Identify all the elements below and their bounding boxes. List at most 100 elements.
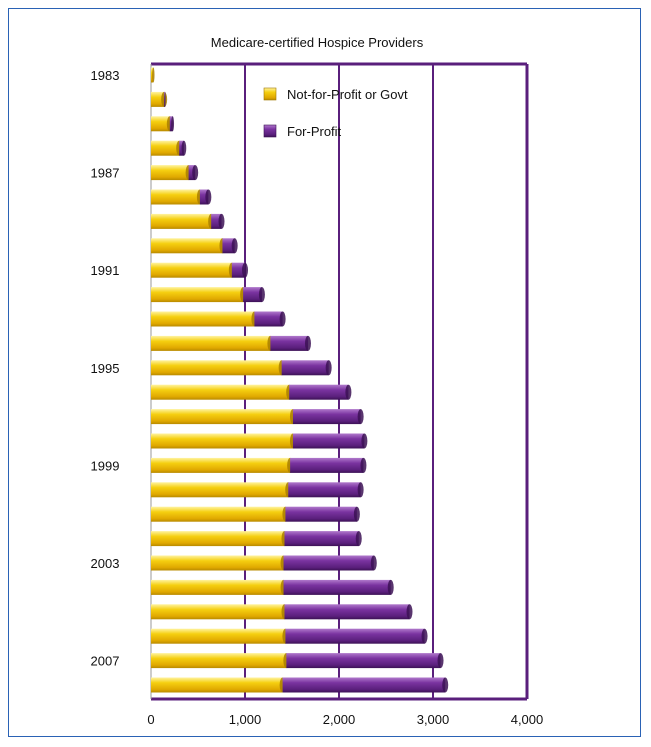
bar-row: [151, 579, 394, 595]
bar-row: [151, 335, 311, 351]
bar-for-profit: [288, 482, 361, 498]
bar-for-profit: [188, 165, 196, 181]
bar-not-for-profit: [151, 360, 282, 376]
x-tick-label: 3,000: [417, 712, 450, 727]
bar-cap-for-profit: [258, 287, 265, 303]
bar-cap-for-profit: [304, 335, 311, 351]
y-tick-label: 1987: [91, 166, 120, 181]
bar-row: [151, 91, 168, 107]
bar-cap-for-profit: [355, 531, 362, 547]
legend-swatch-not-for-profit: [263, 87, 277, 101]
x-tick-label: 0: [147, 712, 154, 727]
bar-cap-for-profit: [370, 555, 377, 571]
bar-cap-for-profit: [218, 213, 225, 229]
bar-for-profit: [292, 409, 361, 425]
bar-not-for-profit: [151, 653, 287, 669]
bar-not-for-profit: [151, 579, 284, 595]
bar-cap-for-profit: [242, 262, 248, 278]
bar-not-for-profit: [151, 67, 154, 83]
bar-row: [151, 262, 248, 278]
bar-not-for-profit: [151, 165, 189, 181]
bar-for-profit: [211, 213, 222, 229]
bar-row: [151, 287, 265, 303]
y-tick-label: 1983: [91, 68, 120, 83]
bar-not-for-profit: [151, 506, 286, 522]
bar-cap-for-profit: [421, 628, 428, 644]
bar-for-profit: [286, 653, 441, 669]
y-axis-labels: 1983 1987 1991 1995 1999 2003 2007: [91, 68, 120, 669]
bar-not-for-profit: [151, 116, 170, 132]
bar-cap-for-profit: [164, 91, 166, 107]
bar-for-profit: [179, 140, 184, 156]
bar-row: [151, 457, 367, 473]
bar-row: [151, 433, 368, 449]
legend-item-not-for-profit: Not-for-Profit or Govt: [263, 87, 408, 102]
y-tick-label: 1999: [91, 458, 120, 473]
bar-for-profit: [285, 506, 357, 522]
bar-for-profit: [290, 457, 364, 473]
bar-row: [151, 482, 364, 498]
bar-cap-for-profit: [345, 384, 352, 400]
bar-row: [151, 238, 238, 254]
legend-label-for-profit: For-Profit: [287, 124, 342, 139]
y-tick-label: 2003: [91, 556, 120, 571]
bar-not-for-profit: [151, 335, 271, 351]
bar-cap-for-profit: [387, 579, 394, 595]
bar-cap-for-profit: [357, 482, 364, 498]
bar-for-profit: [282, 677, 446, 693]
bar-cap-for-profit: [279, 311, 286, 327]
bar-for-profit: [199, 189, 209, 205]
bar-row: [151, 506, 360, 522]
bar-not-for-profit: [151, 457, 291, 473]
bar-cap-for-profit: [437, 653, 444, 669]
bar-series: [151, 67, 449, 693]
bar-cap-for-profit: [442, 677, 449, 693]
bar-for-profit: [164, 91, 166, 107]
bar-cap-for-profit: [357, 409, 364, 425]
bar-for-profit: [285, 628, 425, 644]
bar-for-profit: [281, 360, 329, 376]
bar-row: [151, 677, 449, 693]
bar-row: [151, 165, 199, 181]
legend-label-not-for-profit: Not-for-Profit or Govt: [287, 87, 408, 102]
bar-not-for-profit: [151, 384, 290, 400]
bar-not-for-profit: [151, 677, 283, 693]
x-tick-label: 2,000: [323, 712, 356, 727]
bar-row: [151, 189, 212, 205]
bar-for-profit: [222, 238, 235, 254]
bar-for-profit: [254, 311, 283, 327]
bar-row: [151, 555, 377, 571]
bar-cap-for-profit: [325, 360, 332, 376]
bar-for-profit: [243, 287, 262, 303]
bar-cap-for-profit: [171, 116, 175, 132]
bar-row: [151, 384, 352, 400]
bar-row: [151, 604, 413, 620]
bar-not-for-profit: [151, 213, 212, 229]
bar-row: [151, 213, 225, 229]
legend: Not-for-Profit or Govt For-Profit: [263, 87, 408, 139]
bar-for-profit: [283, 579, 391, 595]
chart-title: Medicare-certified Hospice Providers: [211, 35, 424, 50]
bar-cap-for-profit: [231, 238, 238, 254]
bar-for-profit: [284, 604, 410, 620]
bar-not-for-profit: [151, 628, 286, 644]
bar-not-for-profit: [151, 555, 284, 571]
bar-row: [151, 360, 332, 376]
bar-row: [151, 628, 428, 644]
bar-not-for-profit: [151, 604, 285, 620]
bar-for-profit: [292, 433, 365, 449]
bar-cap-for-profit: [181, 140, 187, 156]
bar-not-for-profit: [151, 238, 223, 254]
bar-not-for-profit: [151, 287, 244, 303]
bar-cap-for-profit: [192, 165, 199, 181]
x-tick-label: 4,000: [511, 712, 544, 727]
bar-for-profit: [289, 384, 349, 400]
bar-row: [151, 409, 364, 425]
bar-not-for-profit: [151, 262, 232, 278]
y-tick-label: 1991: [91, 263, 120, 278]
bar-for-profit: [270, 335, 308, 351]
y-tick-label: 1995: [91, 361, 120, 376]
bar-cap-for-profit: [361, 433, 368, 449]
bar-cap-for-profit: [353, 506, 360, 522]
chart-frame: Medicare-certified Hospice Providers 198…: [8, 8, 641, 737]
